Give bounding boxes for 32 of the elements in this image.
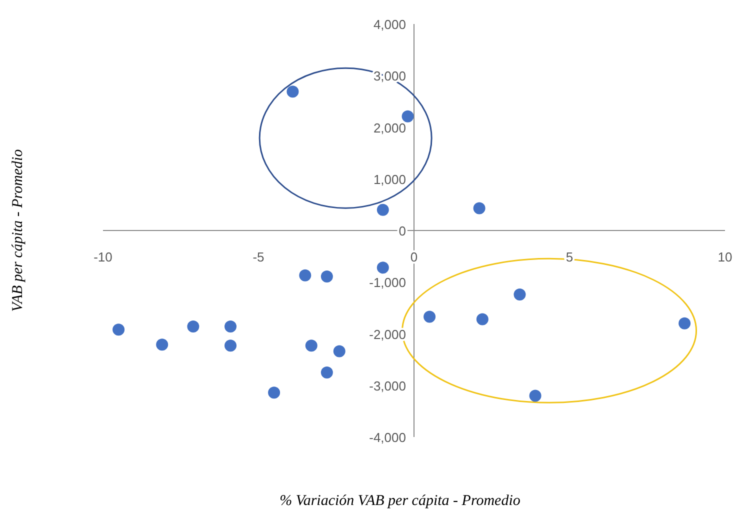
point [376, 262, 389, 274]
x-tick-label: -5 [252, 250, 264, 264]
point [333, 345, 346, 358]
point [424, 310, 436, 323]
point [224, 340, 237, 352]
x-tick-label: -10 [94, 250, 112, 264]
point [305, 340, 318, 352]
point [286, 86, 299, 98]
point [320, 270, 333, 282]
y-tick-label: 4,000 [373, 17, 406, 32]
point [376, 204, 389, 216]
y-tick-label: 2,000 [373, 120, 406, 136]
point [678, 317, 691, 330]
point [187, 320, 200, 333]
point [402, 110, 414, 122]
x-tick-label: 10 [718, 250, 732, 264]
y-axis-title: VAB per cápita - Promedio [10, 148, 26, 312]
point [473, 202, 486, 214]
y-tick-label: -4,000 [369, 430, 406, 445]
point [268, 386, 280, 399]
x-axis-title: % Variación VAB per cápita - Promedio [280, 493, 521, 509]
y-tick-label: 1,000 [373, 172, 406, 187]
y-tick-label: -1,000 [369, 275, 406, 290]
point [156, 338, 168, 351]
point [529, 390, 542, 402]
point [476, 313, 488, 326]
point [224, 320, 237, 333]
point [299, 269, 312, 282]
y-tick-label: -3,000 [369, 378, 406, 394]
point [514, 288, 526, 301]
point [112, 324, 125, 336]
point [320, 366, 333, 378]
